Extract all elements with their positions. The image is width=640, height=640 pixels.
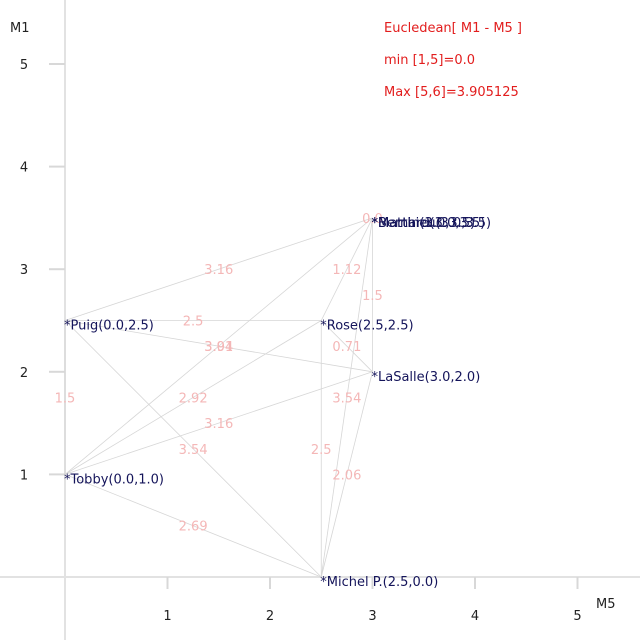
distance-label: 2.5 — [311, 443, 332, 458]
distance-edge — [320, 217, 373, 578]
y-tick-label: 5 — [20, 58, 28, 73]
distance-edge — [320, 217, 373, 321]
distance-label: 2.5 — [183, 315, 204, 330]
distance-label: 3.04 — [204, 340, 233, 355]
x-tick-label: 1 — [163, 609, 171, 624]
distance-label: 1.5 — [362, 289, 383, 304]
distance-label: 3.54 — [332, 391, 361, 406]
point-label: *Matthieu(3.0,3.5) — [372, 216, 492, 231]
point-label: *Rose(2.5,2.5) — [320, 319, 413, 334]
distance-edge — [320, 371, 373, 578]
distance-edge — [64, 320, 322, 475]
distance-label: 2.69 — [179, 520, 208, 535]
info-min: min [1,5]=0.0 — [384, 53, 475, 68]
distance-label: 3.16 — [204, 263, 233, 278]
distance-label: 3.91 — [204, 340, 233, 355]
y-axis-title: M1 — [10, 21, 30, 36]
x-axis-title: M5 — [596, 597, 616, 612]
distance-label: 3.16 — [204, 417, 233, 432]
point-label: *Tobby(0.0,1.0) — [64, 472, 164, 487]
x-tick-label: 4 — [471, 609, 479, 624]
y-tick-label: 4 — [20, 161, 28, 176]
distance-info: Eucledean[ M1 - M5 ] min [1,5]=0.0 Max [… — [384, 21, 522, 100]
distance-label: 2.06 — [332, 468, 361, 483]
distance-label: 1.5 — [55, 391, 76, 406]
distance-edge — [320, 320, 373, 373]
y-tick-label: 1 — [20, 468, 28, 483]
distance-edge — [64, 217, 373, 321]
y-tick-label: 2 — [20, 366, 28, 381]
distance-edge — [64, 474, 322, 578]
info-max: Max [5,6]=3.905125 — [384, 85, 519, 100]
ticks: 1 2 3 4 5 1 2 3 4 5 — [20, 58, 582, 624]
distance-label: 2.92 — [179, 391, 208, 406]
distance-label: 3.54 — [179, 443, 208, 458]
point-label: *Bernard(3.0,3.5) — [372, 216, 486, 231]
x-tick-label: 2 — [266, 609, 274, 624]
data-points: *Matthieu(3.0,3.5)*Martin(3.0,3.5)*Berna… — [64, 216, 491, 590]
distance-labels: 3.16 1.121.50.02.53.913.04 0.712.923.163.5… — [55, 212, 383, 535]
y-tick-label: 3 — [20, 263, 28, 278]
point-label: *Puig(0.0,2.5) — [64, 319, 154, 334]
info-title: Eucledean[ M1 - M5 ] — [384, 21, 522, 36]
point-label: *Martin(3.0,3.5) — [372, 216, 476, 231]
point-label: *Michel P.(2.5,0.0) — [320, 575, 438, 590]
distance-label: 1.12 — [332, 263, 361, 278]
point-label: *LaSalle(3.0,2.0) — [372, 370, 481, 385]
distance-label: 0.0 — [362, 212, 383, 227]
distance-edge — [64, 320, 322, 578]
distance-edges — [64, 217, 373, 578]
distance-label: 0.71 — [332, 340, 361, 355]
x-tick-label: 5 — [573, 609, 581, 624]
x-tick-label: 3 — [368, 609, 376, 624]
